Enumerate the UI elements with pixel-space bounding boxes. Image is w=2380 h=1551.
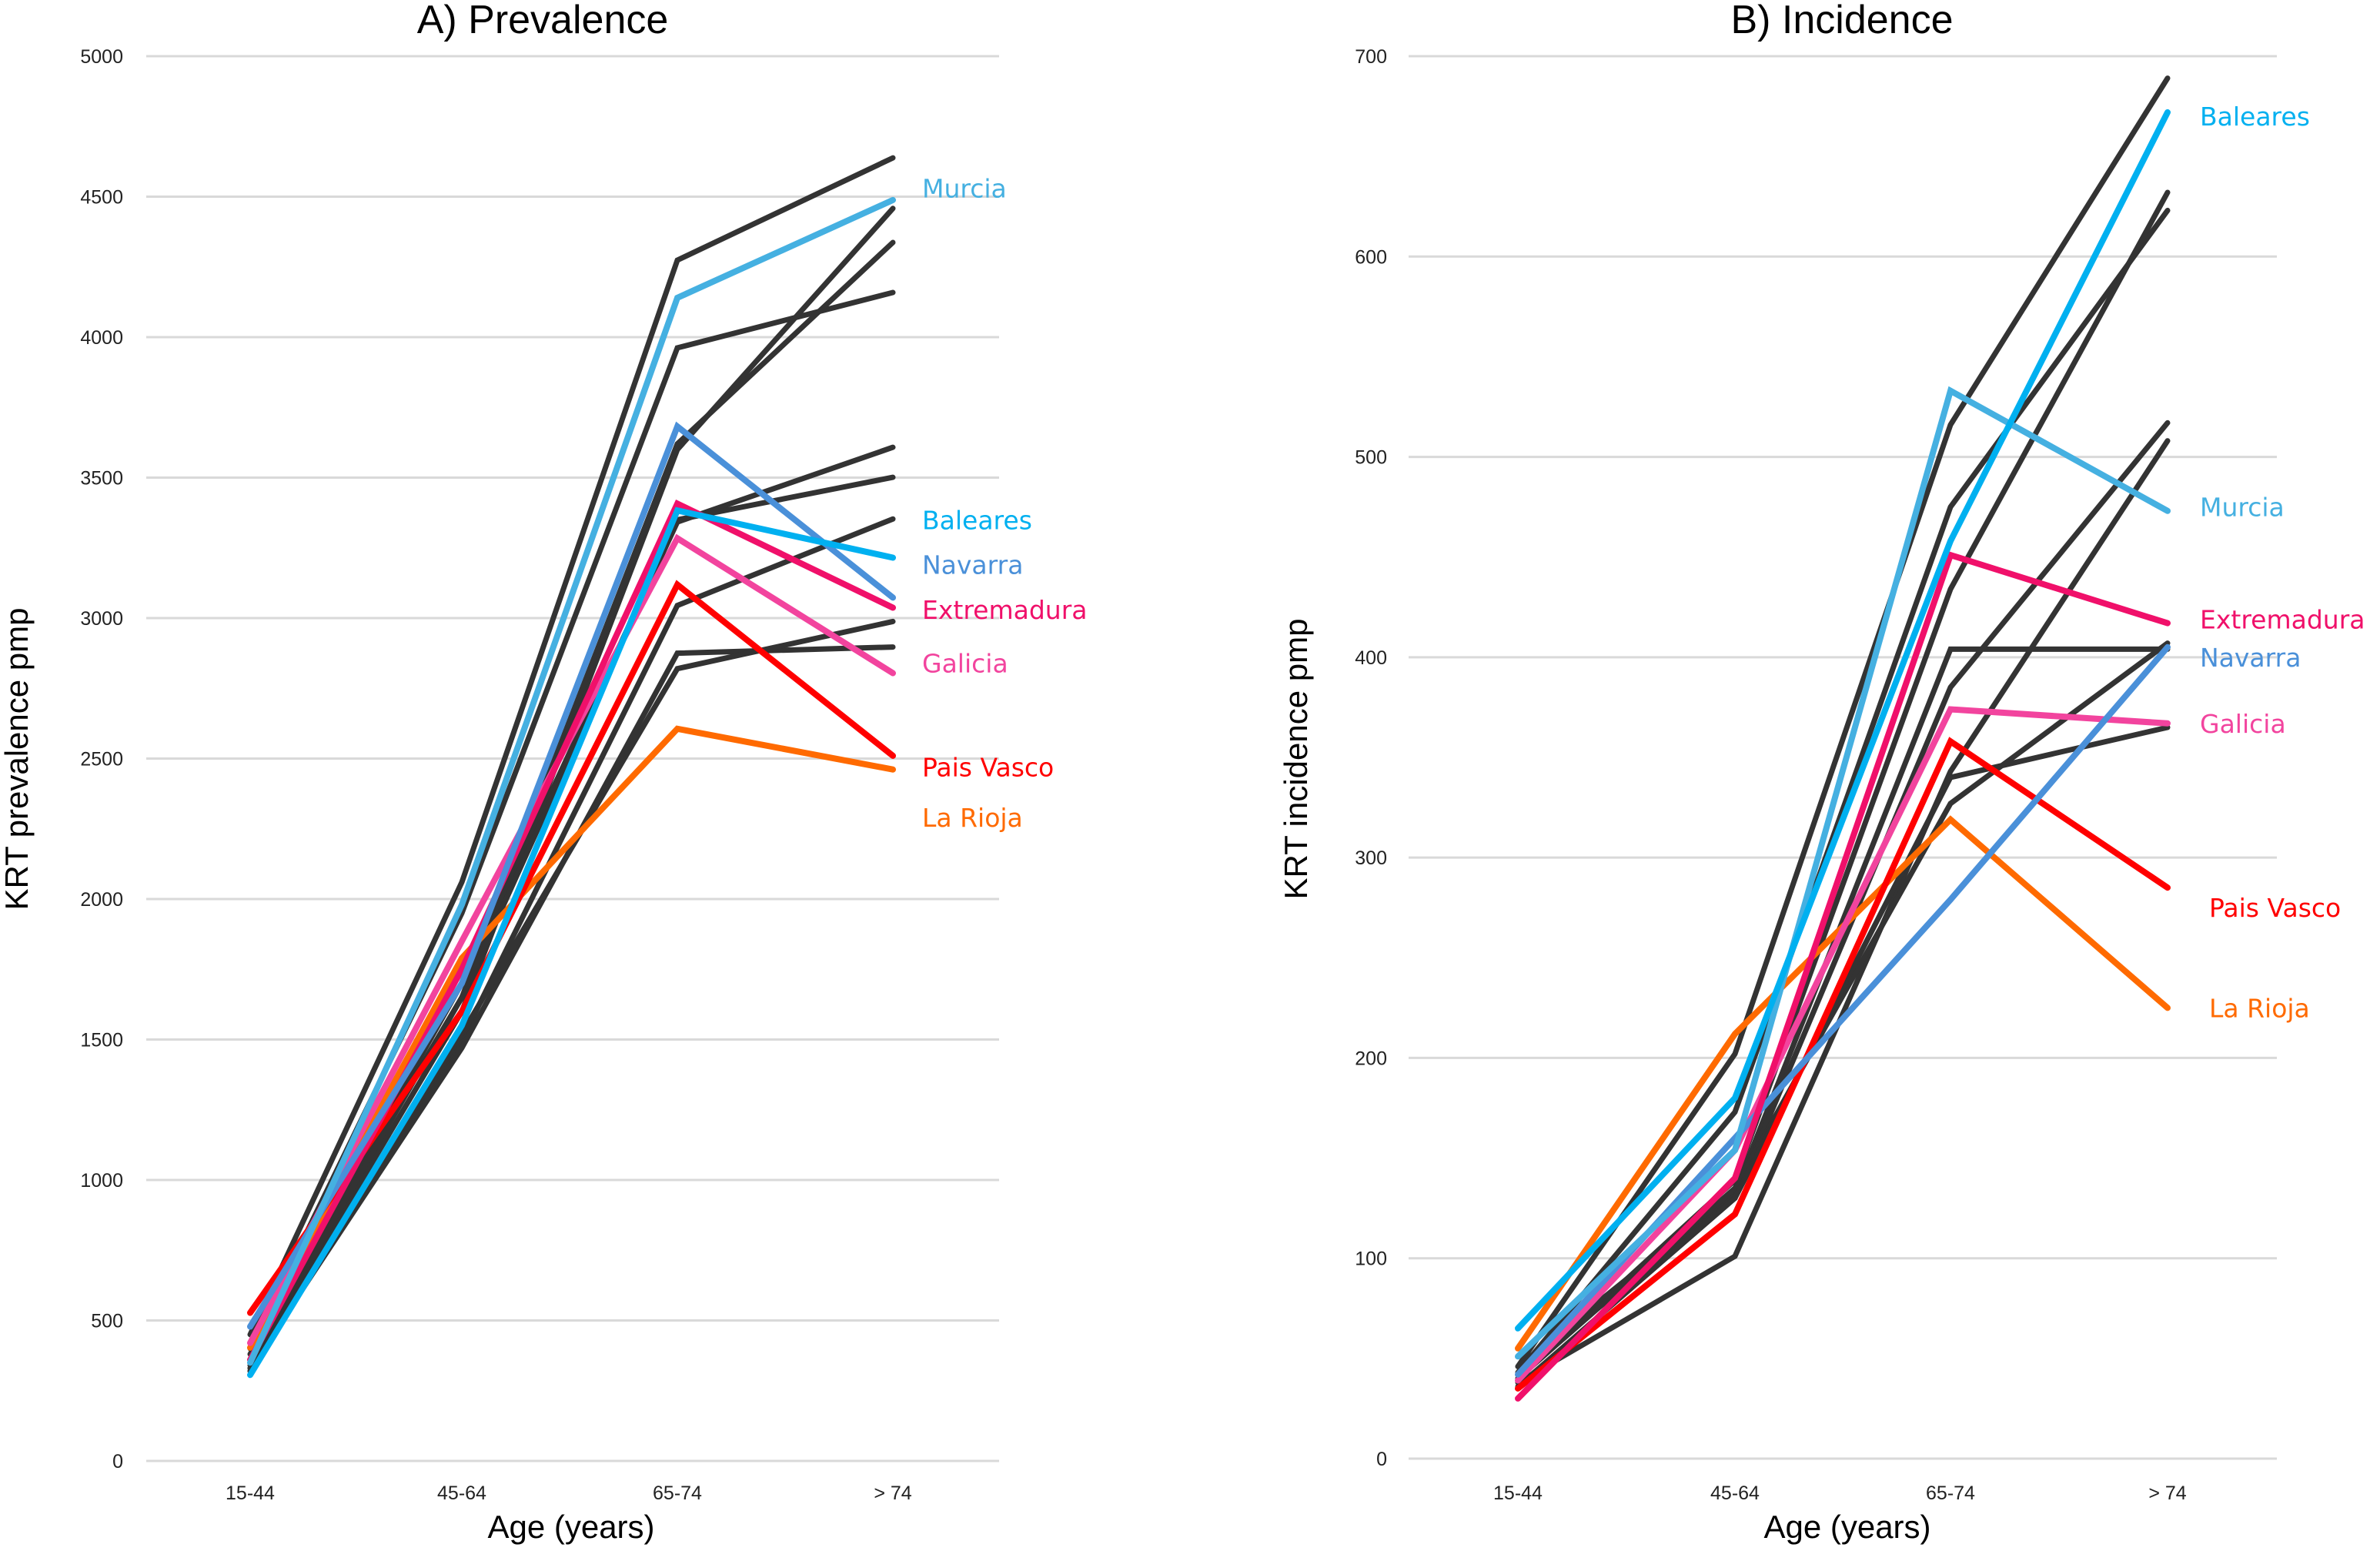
x-axis-title-incidence: Age (years)	[1763, 1509, 1930, 1545]
series-label-extremadura: Extremadura	[922, 595, 1087, 625]
series-line-other-region-7	[247, 516, 896, 1374]
series-line-pais-vasco	[1515, 737, 2171, 1392]
chart-title-prevalence: A) Prevalence	[417, 0, 669, 42]
y-tick-label: 500	[1355, 447, 1387, 469]
y-tick-label: 500	[91, 1311, 123, 1332]
y-tick-label: 1000	[80, 1170, 123, 1192]
y-axis-title-prevalence: KRT prevalence pmp	[0, 608, 35, 911]
series-line-other-region-2	[1515, 207, 2171, 1376]
series-line-murcia	[1515, 386, 2171, 1360]
y-tick-label: 400	[1355, 647, 1387, 669]
x-ticks-incidence: 15-44 45-64 65-74 > 74	[1493, 1482, 2187, 1504]
y-tick-label: 3000	[80, 608, 123, 630]
series-incidence	[1515, 75, 2171, 1402]
series-line-baleares	[1515, 109, 2171, 1332]
labels-prevalence: La Rioja Pais Vasco Galicia Extremadura Nava…	[922, 174, 1087, 834]
x-tick-label: > 74	[2148, 1482, 2186, 1504]
series-line-other-region-1	[247, 155, 896, 1338]
x-tick-label: 45-64	[1710, 1482, 1760, 1504]
series-label-galicia: Galicia	[2200, 709, 2286, 739]
series-label-extremadura: Extremadura	[2200, 604, 2365, 634]
y-tick-label: 1500	[80, 1030, 123, 1051]
series-line-murcia	[247, 196, 896, 1366]
chart-title-incidence: B) Incidence	[1730, 0, 1953, 42]
series-line-other-region-6	[247, 474, 896, 1369]
series-label-galicia: Galicia	[922, 648, 1008, 678]
series-line-other-region-7	[1515, 640, 2171, 1382]
series-label-murcia: Murcia	[2200, 493, 2285, 523]
series-line-other-region-4	[1515, 646, 2171, 1369]
x-tick-label: 15-44	[1493, 1482, 1543, 1504]
series-line-other-region-6	[1515, 438, 2171, 1386]
y-tick-label: 100	[1355, 1248, 1387, 1270]
y-ticks-prevalence: 0 500 1000 1500 2000 2500 3000 3500 4000 4500 5000	[80, 46, 123, 1472]
series-label-murcia: Murcia	[922, 174, 1007, 204]
series-line-baleares	[247, 506, 896, 1379]
series-line-galicia	[1515, 706, 2171, 1384]
y-tick-label: 600	[1355, 246, 1387, 268]
series-label-baleares: Baleares	[2200, 102, 2310, 132]
y-tick-label: 200	[1355, 1048, 1387, 1069]
series-line-extremadura	[1515, 551, 2171, 1402]
series-line-extremadura	[247, 500, 896, 1363]
y-tick-label: 3500	[80, 468, 123, 490]
x-tick-label: > 74	[874, 1482, 911, 1504]
series-prevalence	[247, 155, 896, 1379]
y-tick-label: 4000	[80, 327, 123, 349]
series-label-pais-vasco: Pais Vasco	[2209, 893, 2341, 923]
x-tick-label: 65-74	[1926, 1482, 1975, 1504]
y-tick-label: 2500	[80, 749, 123, 770]
series-line-other-region-3	[1515, 189, 2171, 1382]
labels-incidence: La Rioja Pais Vasco Galicia Navarra Extremad…	[2200, 102, 2365, 1023]
series-label-pais-vasco: Pais Vasco	[922, 752, 1054, 782]
y-tick-label: 4500	[80, 187, 123, 209]
x-tick-label: 15-44	[226, 1482, 275, 1504]
gridlines-incidence	[1409, 55, 2277, 1460]
y-tick-label: 5000	[80, 46, 123, 68]
y-tick-label: 2000	[80, 889, 123, 911]
series-label-la-rioja: La Rioja	[2209, 993, 2310, 1023]
series-line-navarra	[247, 421, 896, 1330]
y-tick-label: 0	[112, 1451, 123, 1472]
series-line-other-region-1	[1515, 75, 2171, 1369]
y-axis-title-incidence: KRT incidence pmp	[1278, 619, 1314, 900]
y-tick-label: 700	[1355, 46, 1387, 68]
y-tick-label: 300	[1355, 847, 1387, 869]
y-tick-label: 0	[1376, 1449, 1387, 1470]
panel-prevalence: A) Prevalence 0 500 1000 1500 2000 2500 3000 35…	[0, 0, 1087, 1545]
y-ticks-incidence: 0 100 200 300 400 500 600 700	[1355, 46, 1387, 1470]
series-label-navarra: Navarra	[922, 550, 1023, 580]
panel-incidence: B) Incidence 0 100 200 300 400 500 600 700 15-4…	[1278, 0, 2365, 1545]
series-label-la-rioja: La Rioja	[922, 803, 1023, 833]
x-tick-label: 65-74	[653, 1482, 702, 1504]
x-tick-label: 45-64	[437, 1482, 486, 1504]
x-axis-title-prevalence: Age (years)	[487, 1509, 654, 1545]
series-label-baleares: Baleares	[922, 505, 1032, 535]
x-ticks-prevalence: 15-44 45-64 65-74 > 74	[226, 1482, 912, 1504]
series-label-navarra: Navarra	[2200, 643, 2301, 673]
